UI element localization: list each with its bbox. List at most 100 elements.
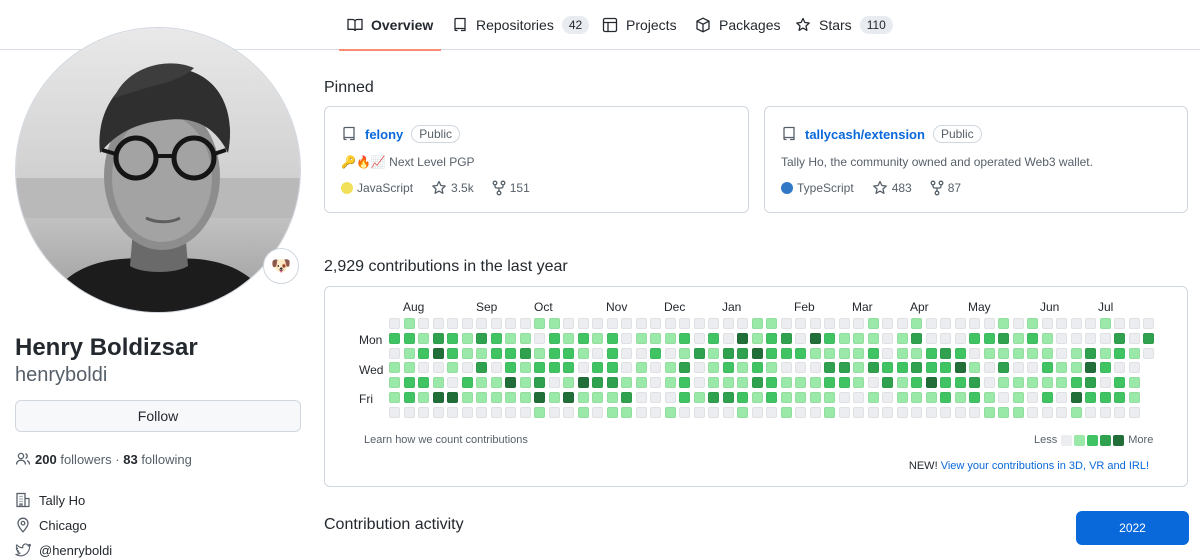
- contribution-day-cell[interactable]: [737, 377, 748, 389]
- contribution-day-cell[interactable]: [664, 392, 676, 403]
- contribution-day-cell[interactable]: [1012, 377, 1024, 389]
- contribution-day-cell[interactable]: [432, 318, 444, 329]
- contribution-day-cell[interactable]: [476, 392, 487, 403]
- contribution-day-cell[interactable]: [882, 392, 893, 403]
- contribution-day-cell[interactable]: [722, 392, 734, 403]
- contribution-day-cell[interactable]: [621, 392, 632, 403]
- contribution-day-cell[interactable]: [664, 347, 676, 359]
- contribution-day-cell[interactable]: [824, 362, 835, 374]
- contribution-day-cell[interactable]: [809, 332, 821, 344]
- contribution-day-cell[interactable]: [940, 318, 951, 329]
- stargazers-link[interactable]: 3.5k: [431, 180, 474, 196]
- contribution-day-cell[interactable]: [954, 392, 966, 403]
- contribution-day-cell[interactable]: [1099, 392, 1111, 403]
- contribution-day-cell[interactable]: [896, 406, 908, 418]
- contribution-day-cell[interactable]: [1056, 406, 1067, 418]
- contribution-day-cell[interactable]: [1128, 406, 1140, 418]
- contribution-day-cell[interactable]: [751, 332, 763, 344]
- contribution-day-cell[interactable]: [838, 392, 850, 403]
- contribution-day-cell[interactable]: [780, 318, 792, 329]
- contribution-day-cell[interactable]: [940, 362, 951, 374]
- contribution-day-cell[interactable]: [780, 377, 792, 389]
- contribution-day-cell[interactable]: [389, 318, 400, 329]
- contribution-day-cell[interactable]: [447, 332, 458, 344]
- tab-repositories[interactable]: Repositories 42: [452, 0, 590, 50]
- contribution-day-cell[interactable]: [911, 362, 922, 374]
- contribution-day-cell[interactable]: [1085, 392, 1096, 403]
- contribution-day-cell[interactable]: [1070, 377, 1082, 389]
- contribution-day-cell[interactable]: [548, 362, 560, 374]
- contribution-day-cell[interactable]: [1099, 332, 1111, 344]
- contribution-day-cell[interactable]: [693, 332, 705, 344]
- contribution-day-cell[interactable]: [606, 377, 618, 389]
- contribution-day-cell[interactable]: [679, 406, 690, 418]
- contribution-day-cell[interactable]: [1070, 362, 1082, 374]
- contribution-day-cell[interactable]: [679, 332, 690, 344]
- contribution-day-cell[interactable]: [780, 332, 792, 344]
- contribution-day-cell[interactable]: [940, 377, 951, 389]
- contribution-day-cell[interactable]: [1041, 347, 1053, 359]
- contribution-day-cell[interactable]: [824, 377, 835, 389]
- twitter-row[interactable]: @henryboldi: [15, 542, 112, 558]
- contribution-day-cell[interactable]: [664, 406, 676, 418]
- contribution-day-cell[interactable]: [1128, 347, 1140, 359]
- contribution-day-cell[interactable]: [911, 318, 922, 329]
- contribution-day-cell[interactable]: [983, 332, 995, 344]
- contribution-day-cell[interactable]: [983, 377, 995, 389]
- pinned-repo-link[interactable]: tallycash/extension: [805, 126, 925, 142]
- contribution-day-cell[interactable]: [737, 347, 748, 359]
- contribution-day-cell[interactable]: [461, 377, 473, 389]
- contribution-day-cell[interactable]: [621, 377, 632, 389]
- twitter-handle[interactable]: @henryboldi: [39, 542, 113, 558]
- contribution-day-cell[interactable]: [476, 347, 487, 359]
- contribution-day-cell[interactable]: [1114, 332, 1125, 344]
- tab-projects[interactable]: Projects: [602, 0, 677, 50]
- contribution-day-cell[interactable]: [563, 377, 574, 389]
- contribution-day-cell[interactable]: [838, 347, 850, 359]
- contribution-day-cell[interactable]: [621, 318, 632, 329]
- contribution-day-cell[interactable]: [563, 347, 574, 359]
- contribution-day-cell[interactable]: [693, 347, 705, 359]
- contribution-day-cell[interactable]: [911, 392, 922, 403]
- contribution-day-cell[interactable]: [403, 347, 415, 359]
- contribution-day-cell[interactable]: [1056, 318, 1067, 329]
- contribution-day-cell[interactable]: [592, 318, 603, 329]
- contribution-day-cell[interactable]: [476, 406, 487, 418]
- contribution-day-cell[interactable]: [795, 347, 806, 359]
- contribution-day-cell[interactable]: [592, 392, 603, 403]
- contribution-day-cell[interactable]: [635, 406, 647, 418]
- contribution-day-cell[interactable]: [737, 318, 748, 329]
- contribution-day-cell[interactable]: [432, 347, 444, 359]
- contribution-day-cell[interactable]: [954, 347, 966, 359]
- tab-stars[interactable]: Stars 110: [795, 0, 893, 50]
- contribution-day-cell[interactable]: [911, 332, 922, 344]
- contribution-day-cell[interactable]: [940, 406, 951, 418]
- contribution-day-cell[interactable]: [809, 362, 821, 374]
- contribution-day-cell[interactable]: [954, 406, 966, 418]
- contribution-day-cell[interactable]: [461, 332, 473, 344]
- contribution-day-cell[interactable]: [403, 392, 415, 403]
- contribution-day-cell[interactable]: [780, 347, 792, 359]
- contribution-day-cell[interactable]: [519, 332, 531, 344]
- contribution-day-cell[interactable]: [998, 377, 1009, 389]
- contribution-day-cell[interactable]: [954, 377, 966, 389]
- contribution-day-cell[interactable]: [998, 362, 1009, 374]
- contribution-day-cell[interactable]: [1041, 377, 1053, 389]
- contribution-day-cell[interactable]: [476, 318, 487, 329]
- contribution-day-cell[interactable]: [896, 377, 908, 389]
- contribution-day-cell[interactable]: [722, 332, 734, 344]
- contribution-day-cell[interactable]: [389, 347, 400, 359]
- pinned-repo-link[interactable]: felony: [365, 126, 404, 142]
- contribution-day-cell[interactable]: [737, 362, 748, 374]
- contribution-day-cell[interactable]: [766, 362, 777, 374]
- contribution-day-cell[interactable]: [708, 362, 719, 374]
- contribution-day-cell[interactable]: [592, 377, 603, 389]
- contribution-day-cell[interactable]: [795, 377, 806, 389]
- contribution-day-cell[interactable]: [606, 362, 618, 374]
- contribution-day-cell[interactable]: [577, 332, 589, 344]
- contribution-day-cell[interactable]: [708, 347, 719, 359]
- contribution-day-cell[interactable]: [447, 318, 458, 329]
- contribution-day-cell[interactable]: [447, 347, 458, 359]
- contribution-day-cell[interactable]: [1027, 392, 1038, 403]
- contribution-day-cell[interactable]: [722, 406, 734, 418]
